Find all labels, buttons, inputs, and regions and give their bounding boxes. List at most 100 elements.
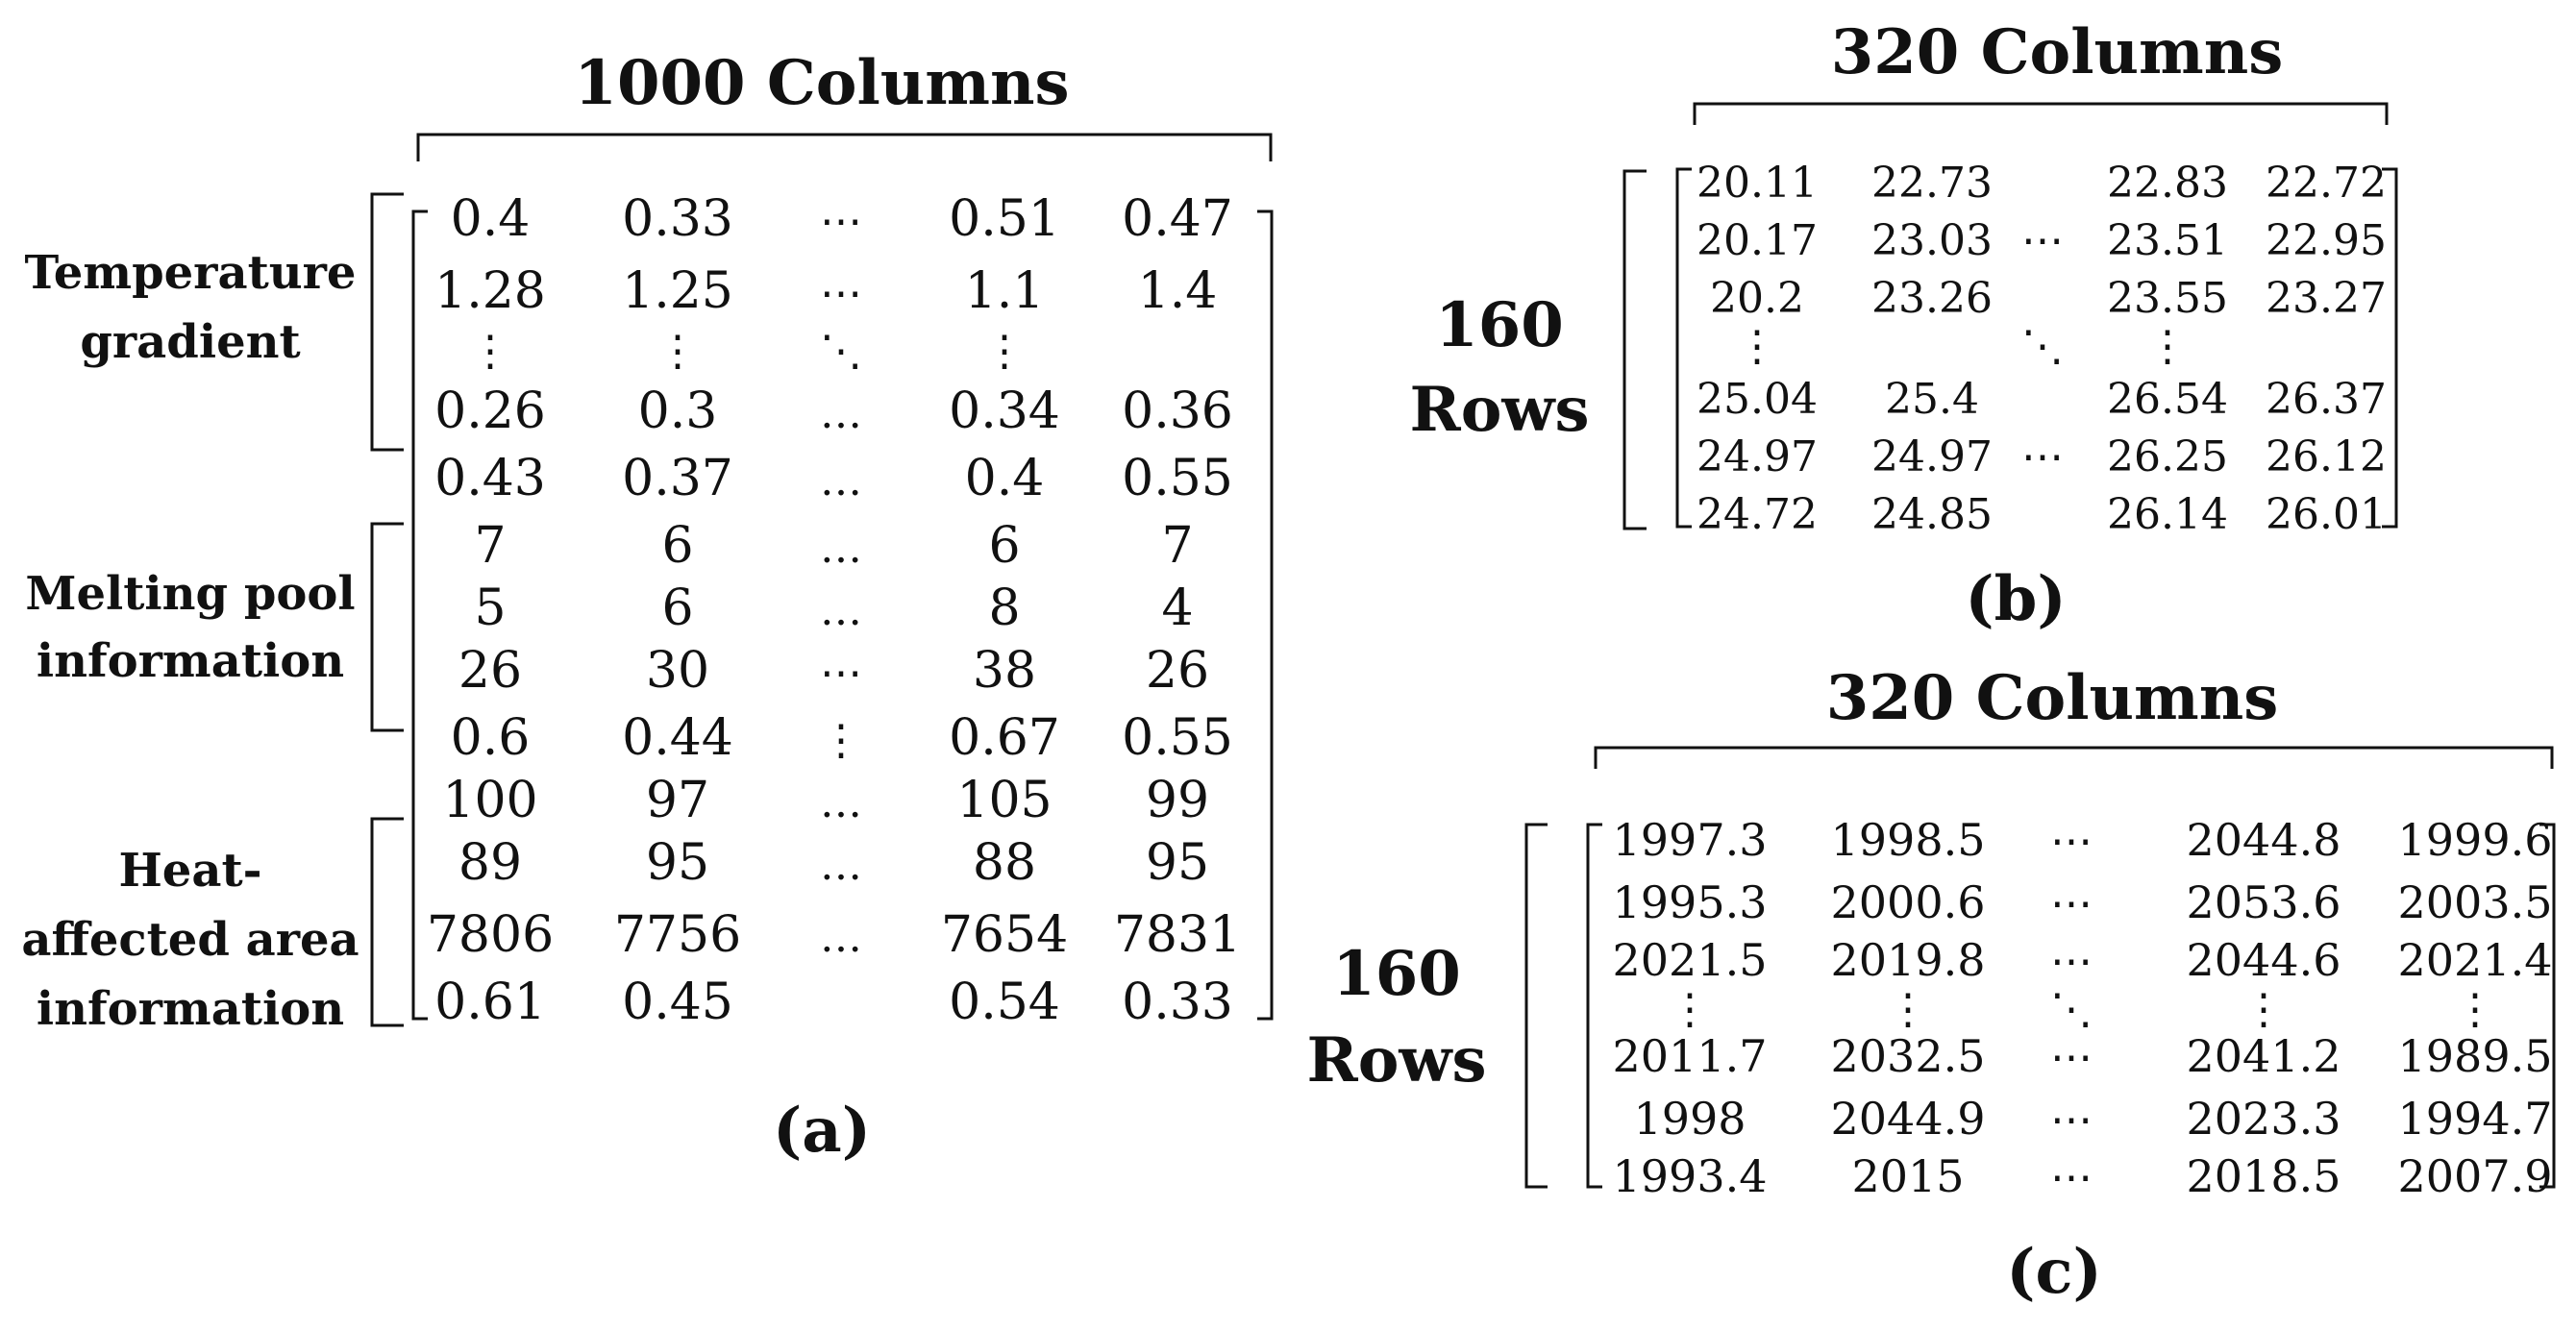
panel-a-cell-r5-c2: … [820,524,862,573]
panel-b-caption: (b) [1965,563,2066,635]
panel-c-cell-r0-c4: 1999.6 [2398,814,2553,866]
panel-b-cell-r0-c0: 20.11 [1697,159,1818,208]
panel-a-cell-r10-c3: 88 [973,834,1036,892]
panel-a-cell-r7-c0: 26 [458,642,522,700]
panel-a-cell-r8-c2: ⋮ [820,716,862,765]
panel-b-cell-r4-c4: 26.37 [2266,375,2387,424]
panel-b-matrix-right-bracket [2382,167,2398,529]
panel-a-cell-r3-c2: … [820,389,862,438]
panel-b-cell-r2-c1: 23.26 [1871,274,1993,323]
panel-a-matrix-body: 0.4 0.33 ⋯ 0.51 0.471.28 1.25 ⋯ 1.1 1.4⋮ ⋮ ⋱ ⋮0.26 0… [427,190,1241,1031]
panel-b-cell-r6-c4: 26.01 [2266,490,2387,539]
panel-a-cell-r2-c2: ⋱ [820,327,862,376]
panel-a: 1000 Columns Temperature gradient Meltin… [21,47,1274,1036]
panel-a-cell-r6-c0: 5 [474,579,506,637]
panel-b-cell-r0-c1: 22.73 [1871,159,1993,208]
panel-b-cell-r3-c3: ⋮ [2146,322,2189,371]
panel-a-cell-r1-c1: 1.25 [622,262,733,320]
panel-c-column-header: 320 Columns [1826,662,2279,734]
panel-a-cell-r1-c2: ⋯ [820,269,862,318]
panel-a-cell-r5-c1: 6 [661,517,693,575]
panel-a-cell-r9-c4: 99 [1146,772,1209,829]
panel-a-cell-r8-c0: 0.6 [451,709,531,767]
panel-b-row-label-line1: 160 [1435,289,1564,361]
panel-b-cell-r5-c3: 26.25 [2107,432,2228,481]
panel-a-cell-r8-c3: 0.67 [949,709,1060,767]
panel-b-cell-r2-c3: 23.55 [2107,274,2228,323]
panel-a-cell-r12-c4: 0.33 [1122,974,1233,1031]
panel-a-cell-r6-c3: 8 [988,579,1020,637]
panel-c-cell-r4-c4: 1989.5 [2398,1030,2553,1082]
panel-b-cell-r6-c1: 24.85 [1871,490,1993,539]
panel-c-row-label-line1: 160 [1332,938,1461,1010]
panel-a-caption: (a) [773,1095,871,1167]
panel-a-cell-r11-c2: … [820,913,862,962]
panel-a-cell-r0-c4: 0.47 [1122,190,1233,248]
panel-b-cell-r3-c0: ⋮ [1736,322,1778,371]
panel-b-cell-r1-c3: 23.51 [2107,216,2228,265]
panel-a-cell-r9-c0: 100 [442,772,537,829]
panel-c-row-brace [1524,823,1548,1189]
panel-b-cell-r5-c0: 24.97 [1697,432,1818,481]
group-label-heat-line1: Heat- [118,844,261,898]
panel-a-cell-r1-c4: 1.4 [1138,262,1218,320]
panel-c-cell-r2-c3: 2044.6 [2187,934,2341,986]
panel-a-cell-r8-c4: 0.55 [1122,709,1233,767]
panel-b-matrix-left-bracket [1675,167,1692,529]
panel-c-cell-r3-c0: ⋮ [1669,985,1711,1034]
panel-a-cell-r3-c0: 0.26 [434,382,546,440]
panel-c-cell-r4-c2: ⋯ [2050,1033,2093,1082]
panel-c-cell-r2-c4: 2021.4 [2398,934,2553,986]
panel-a-cell-r4-c4: 0.55 [1122,450,1233,507]
panel-a-cell-r12-c0: 0.61 [434,974,546,1031]
panel-c-cell-r3-c4: ⋮ [2454,985,2496,1034]
panel-a-cell-r12-c3: 0.54 [949,974,1060,1031]
panel-a-cell-r1-c3: 1.1 [965,262,1045,320]
panel-c-cell-r3-c3: ⋮ [2242,985,2285,1034]
panel-b-matrix-body: 20.11 22.73 22.83 22.72 20.17 23.03 ⋯ 23.51 22.9… [1697,159,2387,539]
panel-a-cell-r9-c1: 97 [646,772,709,829]
panel-c-cell-r4-c0: 2011.7 [1613,1030,1768,1082]
panel-b-cell-r1-c0: 20.17 [1697,216,1818,265]
panel-b-column-brace [1693,102,2389,125]
panel-b-cell-r1-c4: 22.95 [2266,216,2387,265]
panel-c-cell-r5-c4: 1994.7 [2398,1093,2553,1145]
panel-a-cell-r2-c3: ⋮ [983,327,1026,376]
panel-c-caption: (c) [2006,1236,2102,1308]
panel-c-cell-r5-c0: 1998 [1633,1093,1746,1145]
panel-a-cell-r11-c3: 7654 [941,906,1068,964]
panel-c-cell-r2-c2: ⋯ [2050,937,2093,986]
panel-a-cell-r9-c2: … [820,778,862,827]
panel-a-cell-r10-c0: 89 [458,834,522,892]
panel-c-cell-r6-c1: 2015 [1851,1150,1964,1202]
panel-b-row-label-line2: Rows [1410,374,1590,446]
panel-a-column-brace [416,133,1273,161]
panel-a-cell-r0-c1: 0.33 [622,190,733,248]
panel-b-cell-r0-c4: 22.72 [2266,159,2387,208]
panel-a-cell-r0-c2: ⋯ [820,197,862,246]
panel-a-cell-r10-c2: … [820,841,862,890]
panel-b-cell-r2-c0: 20.2 [1710,274,1804,323]
panel-c-cell-r1-c3: 2053.6 [2187,876,2341,928]
panel-c-cell-r5-c1: 2044.9 [1831,1093,1986,1145]
panel-c-column-brace [1594,746,2554,769]
panel-c: 320 Columns 160 Rows 1997.3 1998.5 ⋯ 2044.8… [1307,662,2556,1202]
panel-a-cell-r6-c2: … [820,586,862,635]
panel-b-cell-r6-c3: 26.14 [2107,490,2228,539]
panel-c-cell-r2-c0: 2021.5 [1613,934,1768,986]
panel-a-cell-r5-c4: 7 [1161,517,1193,575]
group-label-melting-line2: information [37,634,344,688]
panel-a-cell-r4-c2: … [820,456,862,505]
panel-a-cell-r5-c3: 6 [988,517,1020,575]
panel-c-cell-r6-c3: 2018.5 [2187,1150,2341,1202]
panel-c-matrix-left-bracket [1586,823,1602,1189]
panel-c-cell-r1-c0: 1995.3 [1613,876,1768,928]
panel-a-cell-r6-c1: 6 [661,579,693,637]
panel-a-cell-r4-c0: 0.43 [434,450,546,507]
panel-b-cell-r2-c4: 23.27 [2266,274,2387,323]
panel-a-cell-r11-c1: 7756 [614,906,741,964]
panel-a-cell-r2-c0: ⋮ [469,327,511,376]
panel-c-cell-r2-c1: 2019.8 [1831,934,1986,986]
panel-a-cell-r12-c1: 0.45 [622,974,733,1031]
